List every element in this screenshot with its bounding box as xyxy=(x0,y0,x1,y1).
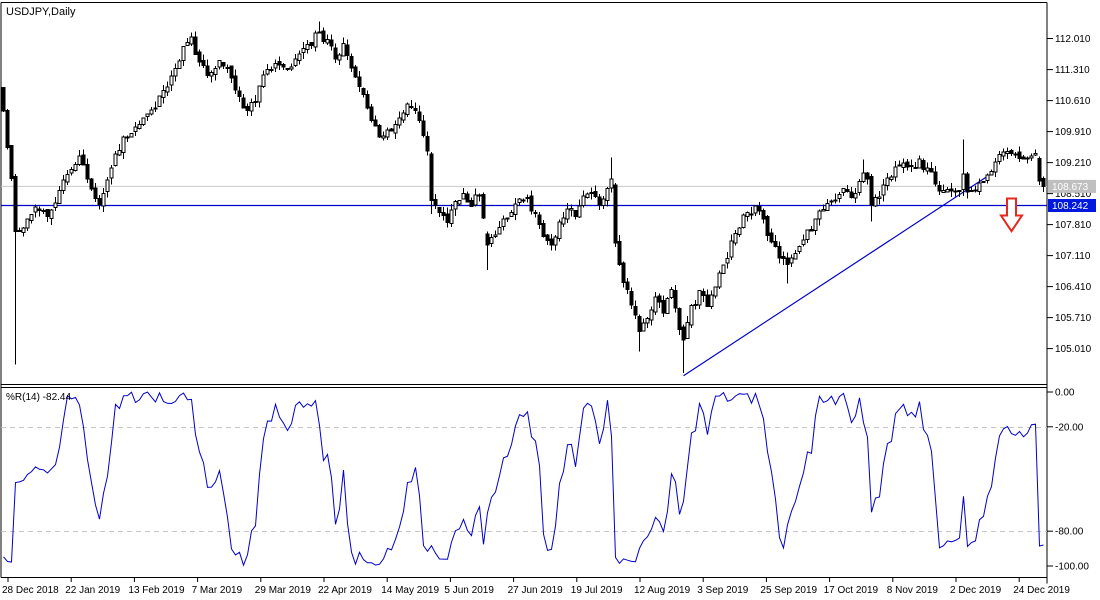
indicator-label: %R(14) -82.44 xyxy=(6,392,71,403)
date-tick-label: 14 May 2019 xyxy=(381,585,439,596)
date-tick-label: 25 Sep 2019 xyxy=(760,585,817,596)
symbol-label: USDJPY,Daily xyxy=(6,6,76,18)
price-tick-label: 109.910 xyxy=(1055,127,1092,138)
date-tick-label: 29 Mar 2019 xyxy=(255,585,312,596)
date-tick-label: 8 Nov 2019 xyxy=(887,585,939,596)
price-axis[interactable]: 112.010 111.310 110.610 109.910 109.210 108.5… xyxy=(1047,34,1092,355)
down-arrow-icon[interactable] xyxy=(999,197,1024,233)
date-tick-label: 17 Oct 2019 xyxy=(824,585,879,596)
price-tick-label: 106.410 xyxy=(1055,282,1092,293)
price-tick-label: 110.610 xyxy=(1055,96,1091,107)
indicator-axis[interactable]: 0.00 -20.00 -80.00 -100.00 xyxy=(1047,388,1089,573)
date-tick-label: 3 Sep 2019 xyxy=(697,585,749,596)
candlestick-series xyxy=(1,21,1046,373)
price-tick-label: 112.010 xyxy=(1055,34,1091,45)
date-tick-label: 24 Dec 2019 xyxy=(1013,585,1070,596)
date-tick-label: 28 Dec 2018 xyxy=(2,585,59,596)
date-tick-label: 19 Jul 2019 xyxy=(571,585,623,596)
indicator-tick-label: -20.00 xyxy=(1055,422,1084,433)
indicator-tick-label: -80.00 xyxy=(1055,527,1084,538)
chart-frame xyxy=(0,2,1048,584)
date-tick-label: 13 Feb 2019 xyxy=(128,585,185,596)
williams-r-line xyxy=(3,391,1044,567)
hline-price-value: 108.242 xyxy=(1052,201,1089,212)
price-tick-label: 107.110 xyxy=(1055,251,1091,262)
price-tick-label: 105.010 xyxy=(1055,344,1092,355)
date-tick-label: 2 Dec 2019 xyxy=(950,585,1002,596)
date-tick-label: 7 Mar 2019 xyxy=(192,585,243,596)
price-tick-label: 105.710 xyxy=(1055,313,1092,324)
price-tick-label: 108.510 xyxy=(1055,189,1092,200)
indicator-tick-label: 0.00 xyxy=(1055,388,1075,399)
indicator-level-lines xyxy=(1,426,1047,533)
date-tick-label: 22 Jan 2019 xyxy=(65,585,120,596)
hline-price-badge: 108.242 xyxy=(1048,199,1096,212)
price-tick-label: 111.310 xyxy=(1055,65,1090,76)
indicator-tick-label: -100.00 xyxy=(1055,562,1089,573)
date-tick-label: 5 Jun 2019 xyxy=(444,585,494,596)
price-tick-label: 109.210 xyxy=(1055,158,1092,169)
date-tick-label: 12 Aug 2019 xyxy=(634,585,691,596)
date-tick-label: 27 Jun 2019 xyxy=(508,585,563,596)
time-axis[interactable]: 28 Dec 2018 22 Jan 2019 13 Feb 2019 7 Mar 2… xyxy=(2,577,1070,596)
current-price-value: 108.673 xyxy=(1052,182,1089,193)
price-tick-label: 107.810 xyxy=(1055,220,1092,231)
trendline-object[interactable] xyxy=(683,175,988,377)
current-price-badge: 108.673 xyxy=(1048,179,1096,193)
date-tick-label: 22 Apr 2019 xyxy=(318,585,372,596)
